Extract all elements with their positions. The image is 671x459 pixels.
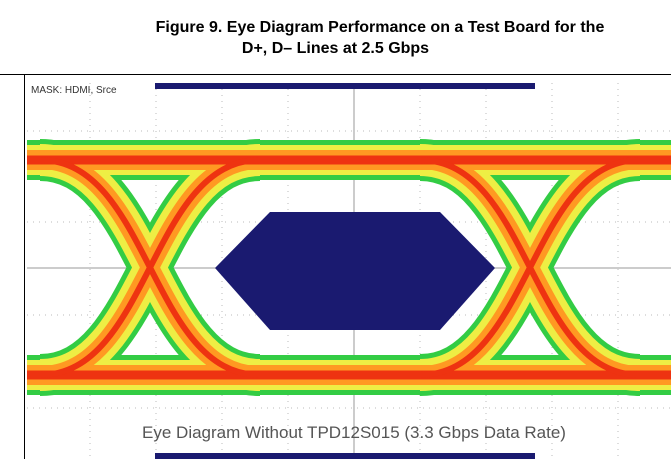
mask-top — [155, 83, 535, 89]
eye-diagram: MASK: HDMI, Srce Eye Diagram Without TPD… — [0, 0, 671, 459]
figure: Figure 9. Eye Diagram Performance on a T… — [0, 0, 671, 459]
mask-center — [215, 212, 495, 330]
mask-bottom — [155, 453, 535, 459]
mask-label: MASK: HDMI, Srce — [31, 85, 117, 96]
caption: Eye Diagram Without TPD12S015 (3.3 Gbps … — [142, 423, 566, 442]
